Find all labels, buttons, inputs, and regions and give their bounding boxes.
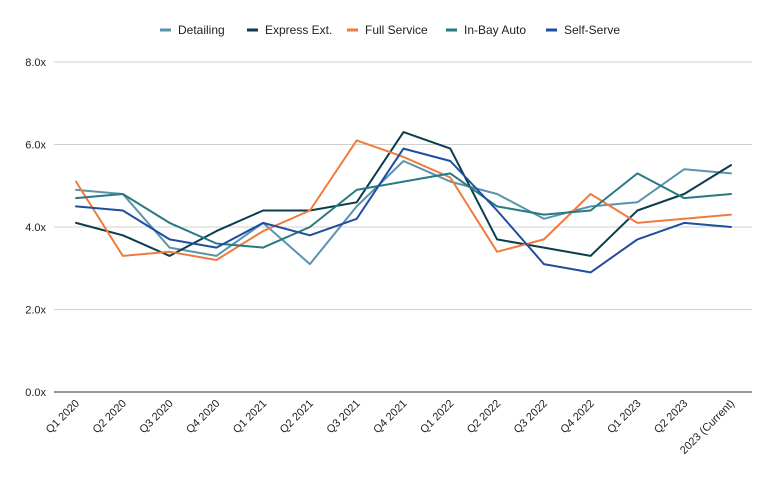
x-tick-label: Q2 2022 — [465, 398, 503, 436]
y-tick-label: 6.0x — [25, 140, 46, 152]
x-tick-label: Q1 2022 — [418, 398, 456, 436]
x-tick-label: Q3 2022 — [512, 398, 550, 436]
y-tick-label: 0.0x — [25, 387, 46, 399]
legend-label: Detailing — [178, 23, 225, 37]
x-tick-label: Q2 2023 — [652, 398, 690, 436]
x-tick-label: Q4 2022 — [558, 398, 596, 436]
x-tick-label: Q1 2023 — [605, 398, 643, 436]
y-tick-label: 4.0x — [25, 222, 46, 234]
y-axis-ticks: 0.0x 2.0x 4.0x 6.0x 8.0x — [25, 57, 46, 399]
x-tick-label: Q1 2020 — [44, 398, 82, 436]
legend-label: Express Ext. — [265, 23, 332, 37]
legend: Detailing Express Ext. Full Service In-Bay … — [160, 23, 620, 37]
y-tick-label: 2.0x — [25, 305, 46, 317]
x-tick-label: Q3 2020 — [137, 398, 175, 436]
x-tick-label: Q1 2021 — [231, 398, 269, 436]
x-axis-ticks: Q1 2020 Q2 2020 Q3 2020 Q4 2020 Q1 2021 Q2 20… — [44, 398, 737, 457]
legend-label: In-Bay Auto — [464, 23, 526, 37]
x-tick-label: Q2 2021 — [278, 398, 316, 436]
x-tick-label: Q4 2021 — [371, 398, 409, 436]
series-line-full-service — [75, 139, 732, 261]
series-line-detailing — [75, 160, 732, 266]
x-tick-label: Q2 2020 — [91, 398, 129, 436]
x-tick-label: Q4 2020 — [184, 398, 222, 436]
series-line-express-ext — [75, 131, 732, 257]
x-tick-label: Q3 2021 — [325, 398, 363, 436]
gridlines — [54, 61, 752, 393]
legend-label: Full Service — [365, 23, 428, 37]
series-line-self-serve — [75, 147, 732, 274]
y-tick-label: 8.0x — [25, 57, 46, 69]
legend-label: Self-Serve — [564, 23, 620, 37]
series-lines — [75, 131, 732, 274]
series-line-in-bay-auto — [75, 172, 732, 249]
